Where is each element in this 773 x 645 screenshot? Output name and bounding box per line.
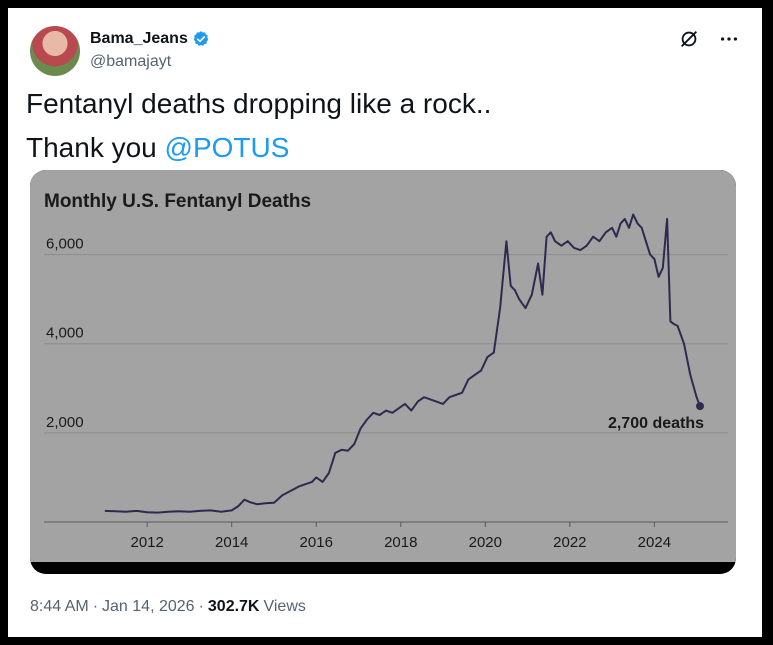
more-icon[interactable] [718,28,740,50]
views-count: 302.7K [207,598,260,615]
verified-badge-icon [193,31,209,46]
meta-separator: · [92,598,99,615]
x-tick-label: 2018 [384,534,417,551]
grok-icon[interactable] [678,28,700,50]
x-tick-label: 2014 [215,534,248,551]
y-tick-label: 2,000 [46,414,84,431]
x-tick-label: 2024 [638,534,671,551]
end-point-marker [696,402,705,411]
tweet-media[interactable]: Monthly U.S. Fentanyl Deaths 2,000 4,000 6,… [30,170,736,574]
annotation-label: 2,700 deaths [608,415,704,432]
meta-separator: · [198,598,204,615]
tweet-card: Bama_Jeans @bamajayt Fentanyl deaths dro… [8,8,762,637]
avatar[interactable] [30,26,80,76]
y-tick-label: 6,000 [46,236,84,253]
tweet-line-1: Fentanyl deaths dropping like a rock.. [26,88,492,119]
chart: Monthly U.S. Fentanyl Deaths 2,000 4,000 6,… [44,191,728,551]
x-tick-label: 2022 [553,534,586,551]
tweet-line-2-prefix: Thank you [26,132,165,163]
x-tick-label: 2020 [469,534,502,551]
chart-title: Monthly U.S. Fentanyl Deaths [44,191,311,212]
y-tick-label: 4,000 [46,325,84,342]
views-label: Views [263,598,306,615]
series-line [104,213,701,514]
chart-image[interactable]: Monthly U.S. Fentanyl Deaths 2,000 4,000 6,… [30,170,736,562]
top-actions [678,28,740,50]
tweet-line-2: Thank you @POTUS [26,126,491,170]
author-name[interactable]: Bama_Jeans [90,30,188,47]
tweet-text: Fentanyl deaths dropping like a rock.. T… [26,82,491,170]
tweet-time[interactable]: 8:44 AM [30,598,89,615]
author-row: Bama_Jeans [90,30,210,48]
tweet-date[interactable]: Jan 14, 2026 [102,598,195,615]
mention-link[interactable]: @POTUS [164,132,290,163]
x-tick-label: 2016 [300,534,333,551]
x-tick-label: 2012 [130,534,163,551]
author-handle[interactable]: @bamajayt [90,53,172,70]
tweet-meta: 8:44 AM · Jan 14, 2026 · 302.7K Views [30,598,306,616]
